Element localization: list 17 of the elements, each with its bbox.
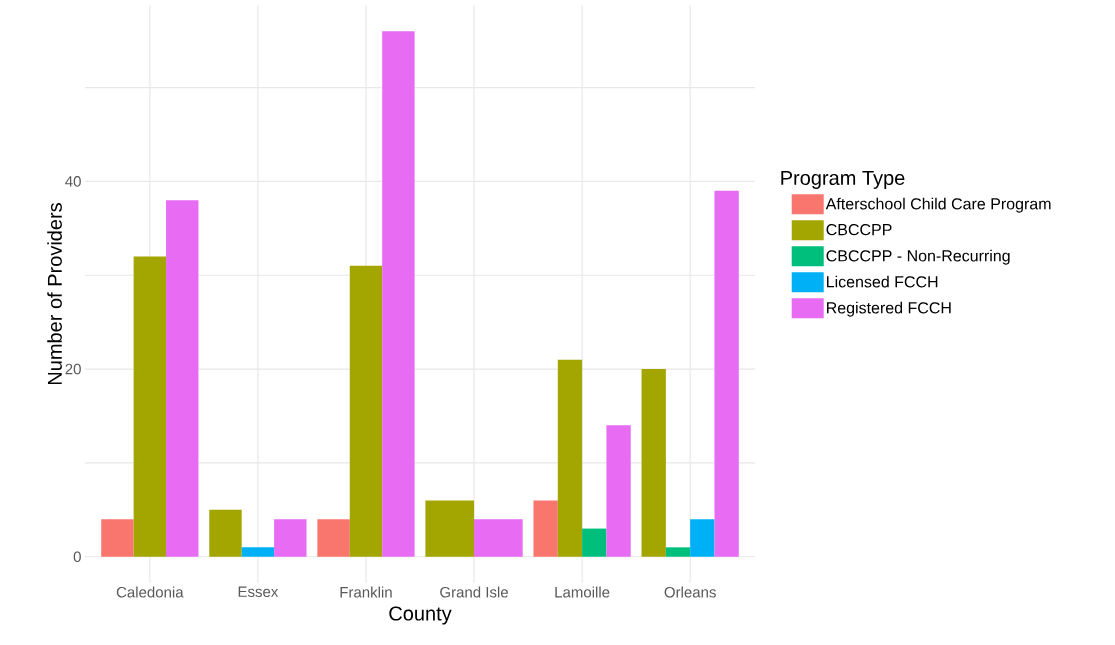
legend-label: Afterschool Child Care Program bbox=[825, 197, 1051, 213]
legend-label: Registered FCCH bbox=[827, 301, 951, 317]
x-tick-label: Caledonia bbox=[116, 586, 184, 598]
legend-title: Program Type bbox=[781, 171, 905, 189]
y-tick-label: 40 bbox=[65, 176, 81, 187]
x-axis-title: County bbox=[389, 606, 452, 625]
y-tick-label: 20 bbox=[65, 363, 81, 375]
x-tick-label: Grand Isle bbox=[440, 586, 508, 598]
x-tick-label: Orleans bbox=[664, 586, 716, 598]
x-tick-label: Franklin bbox=[340, 586, 392, 598]
y-axis-title: Number of Providers bbox=[47, 203, 62, 385]
y-tick-label: 0 bbox=[73, 551, 81, 563]
legend-label: CBCCPP bbox=[826, 223, 892, 236]
legend-label: Licensed FCCH bbox=[827, 275, 938, 288]
legend-label: CBCCPP - Non-Recurring bbox=[826, 249, 1010, 265]
x-tick-label: Essex bbox=[238, 586, 279, 597]
x-tick-label: Lamoille bbox=[555, 586, 610, 598]
